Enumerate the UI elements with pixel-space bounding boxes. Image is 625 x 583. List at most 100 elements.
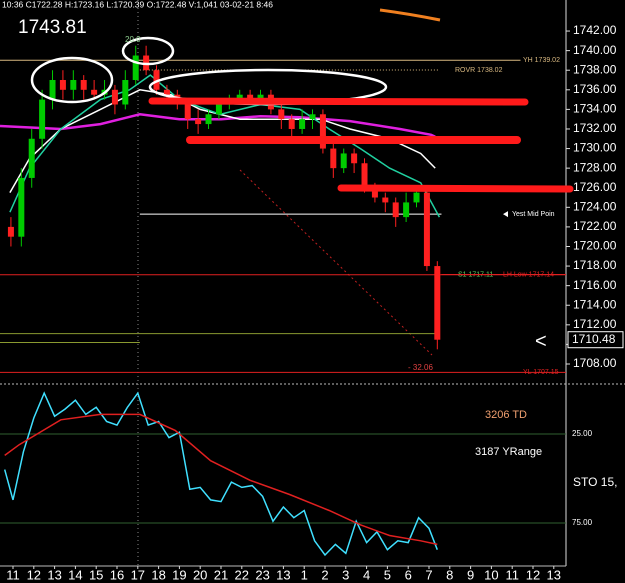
- y-tick-label: 1712.00: [573, 317, 617, 331]
- candle-body: [361, 163, 368, 188]
- x-tick-label: 21: [214, 567, 228, 582]
- indicator-line: [4, 413, 438, 546]
- level-label: YL 1707.15: [523, 369, 559, 376]
- x-tick-label: 15: [89, 567, 103, 582]
- candle-body: [49, 80, 56, 100]
- candle-body: [153, 70, 160, 90]
- candle-body: [309, 114, 316, 120]
- x-tick-label: 9: [467, 567, 474, 582]
- y-tick-label: 1728.00: [573, 160, 617, 174]
- y-tick-label: 1730.00: [573, 141, 617, 155]
- x-tick-label: 18: [151, 567, 165, 582]
- x-tick-label: 8: [446, 567, 453, 582]
- x-tick-label: 2: [321, 567, 328, 582]
- candle-body: [236, 94, 243, 100]
- candle-body: [163, 89, 170, 95]
- candle-body: [319, 114, 326, 149]
- x-tick-label: 14: [68, 567, 82, 582]
- y-tick-label: 75.00: [572, 518, 593, 527]
- y-tick-label: 1732.00: [573, 121, 617, 135]
- y-tick-label: 1718.00: [573, 258, 617, 272]
- candle-body: [382, 197, 389, 203]
- candle-body: [423, 192, 430, 267]
- x-tick-label: 16: [110, 567, 124, 582]
- indicator-label: 3206 TD: [485, 409, 527, 421]
- x-tick-label: 19: [172, 567, 186, 582]
- candle-body: [195, 119, 202, 125]
- x-tick-label: 3: [342, 567, 349, 582]
- quote-header: 10:36 C1722.28 H:1723.16 L:1720.39 O:172…: [2, 0, 273, 9]
- y-tick-label: 1716.00: [573, 278, 617, 292]
- moving-average: [9, 74, 441, 218]
- x-tick-label: 10: [484, 567, 498, 582]
- level-label: Yest Mid Poin: [512, 211, 555, 218]
- x-tick-label: 13: [547, 567, 561, 582]
- x-tick-label: 20: [193, 567, 207, 582]
- ellipse-mark: [121, 36, 175, 66]
- y-tick-label: 1726.00: [573, 180, 617, 194]
- candle-body: [299, 119, 306, 129]
- y-tick-label: 1708.00: [573, 356, 617, 370]
- x-tick-label: 23: [255, 567, 269, 582]
- ellipse-mark: [30, 56, 114, 104]
- indicator-label: STO 15,: [573, 475, 617, 489]
- x-tick-label: 12: [526, 567, 540, 582]
- candle-body: [330, 148, 337, 169]
- y-tick-label: 1738.00: [573, 62, 617, 76]
- candle-body: [205, 114, 212, 125]
- candle-body: [122, 80, 129, 105]
- orange-stroke: [379, 8, 441, 22]
- red-stroke: [337, 184, 574, 193]
- candle-body: [288, 119, 295, 129]
- candle-body: [80, 80, 87, 90]
- y-tick-label: 1724.00: [573, 199, 617, 213]
- y-tick-label: 1720.00: [573, 239, 617, 253]
- big-price: 1743.81: [18, 17, 87, 38]
- moving-average: [0, 113, 436, 138]
- level-arrow: [503, 211, 508, 218]
- candle-body: [434, 266, 441, 340]
- candle-body: [91, 89, 98, 95]
- last-price-label: 1710.48: [572, 332, 616, 346]
- candle-body: [403, 202, 410, 218]
- candle-body: [132, 55, 139, 81]
- red-stroke: [148, 97, 529, 106]
- candle-body: [28, 138, 35, 178]
- last-price-box: [567, 331, 624, 349]
- candle-body: [257, 94, 264, 100]
- candle-body: [70, 80, 77, 90]
- y-tick-label: 25.00: [572, 429, 593, 438]
- x-tick-label: 13: [276, 567, 290, 582]
- candle-body: [371, 187, 378, 198]
- candle-body: [18, 177, 25, 237]
- annotation: <: [535, 330, 547, 352]
- candle-body: [351, 153, 358, 164]
- x-tick-label: 17: [131, 567, 145, 582]
- x-tick-label: 11: [6, 567, 20, 582]
- y-tick-label: 1734.00: [573, 102, 617, 116]
- x-tick-label: 4: [363, 567, 370, 582]
- level-label: S1 1717.11: [458, 272, 493, 279]
- x-tick-label: 5: [384, 567, 391, 582]
- indicator-label: 3187 YRange: [475, 446, 542, 458]
- plot-layer: 1708.001710.001712.001714.001716.001718.…: [0, 23, 624, 582]
- candle-body: [278, 109, 285, 120]
- x-tick-label: 1: [301, 567, 308, 582]
- x-tick-label: 11: [505, 567, 519, 582]
- x-tick-label: 6: [405, 567, 412, 582]
- candle-body: [413, 192, 420, 203]
- y-tick-label: 1740.00: [573, 43, 617, 57]
- x-tick-label: 12: [27, 567, 41, 582]
- candle-body: [39, 99, 46, 139]
- annotation: - 32.06: [408, 363, 433, 372]
- candle-body: [340, 153, 347, 169]
- candle-body: [392, 202, 399, 218]
- candle-body: [111, 89, 118, 105]
- level-label: LH Low 1717.14: [503, 271, 554, 278]
- candle-body: [59, 80, 66, 90]
- y-tick-label: 1736.00: [573, 82, 617, 96]
- y-tick-label: 1714.00: [573, 297, 617, 311]
- candle-body: [7, 226, 14, 237]
- candle-body: [184, 104, 191, 120]
